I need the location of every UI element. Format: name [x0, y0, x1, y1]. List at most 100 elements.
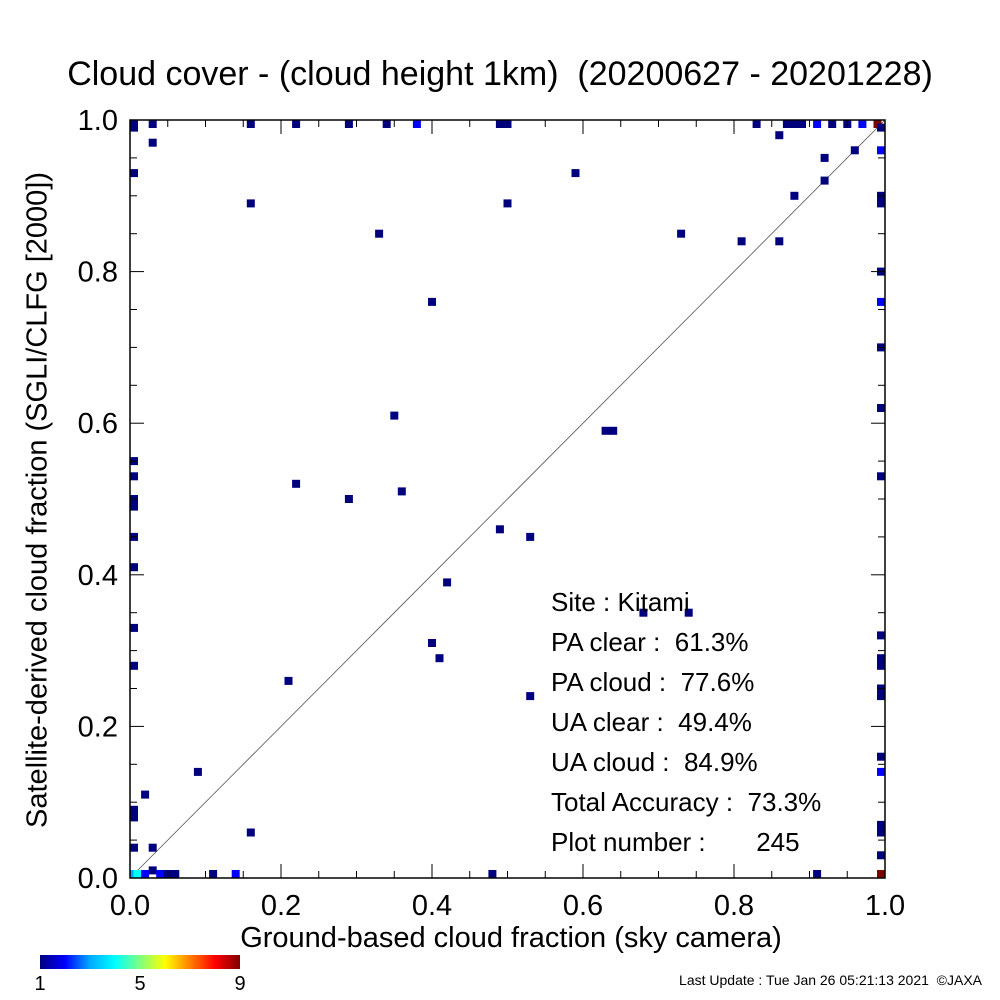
scatter-point — [495, 525, 504, 534]
y-tick-label: 0.4 — [78, 560, 118, 592]
ua-cloud-stat: UA cloud : 84.9% — [551, 747, 758, 777]
scatter-point — [877, 472, 885, 481]
scatter-point — [813, 120, 822, 128]
scatter-point — [130, 169, 138, 178]
scatter-point — [390, 411, 399, 420]
scatter-point — [639, 608, 648, 617]
x-tick-label: 0.6 — [563, 890, 603, 922]
scatter-point — [877, 123, 885, 132]
scatter-point — [737, 237, 746, 246]
chart-title: Cloud cover - (cloud height 1km) (202006… — [67, 55, 933, 93]
scatter-point — [246, 120, 255, 128]
scatter-point — [790, 120, 799, 128]
scatter-point — [344, 495, 353, 503]
scatter-point — [684, 608, 693, 617]
colorbar-max-label: 9 — [234, 973, 246, 995]
scatter-point — [526, 692, 535, 701]
scatter-point — [782, 120, 791, 128]
x-tick-label: 0.2 — [261, 890, 301, 922]
scatter-point — [571, 169, 580, 178]
scatter-point — [141, 870, 150, 878]
site-label: Site : Kitami — [551, 587, 690, 617]
scatter-point — [850, 146, 859, 155]
scatter-point — [877, 820, 885, 829]
scatter-point — [130, 120, 138, 128]
scatter-point — [428, 639, 436, 647]
scatter-point — [133, 870, 142, 878]
scatter-point — [156, 870, 165, 878]
scatter-point — [775, 237, 784, 246]
scatter-point — [775, 131, 784, 140]
scatter-point — [130, 472, 138, 481]
scatter-point — [443, 578, 452, 587]
scatter-point — [344, 120, 353, 128]
x-tick-label: 0.8 — [714, 890, 754, 922]
scatter-point — [428, 297, 436, 306]
scatter-point — [488, 870, 497, 878]
scatter-point — [382, 120, 391, 128]
scatter-point — [246, 828, 255, 837]
total-accuracy-stat: Total Accuracy : 73.3% — [551, 787, 822, 817]
pa-clear-stat: PA clear : 61.3% — [551, 627, 749, 657]
scatter-point — [412, 120, 421, 128]
scatter-point — [877, 631, 885, 640]
x-tick-label: 0.0 — [110, 890, 150, 922]
scatter-point — [292, 479, 301, 488]
scatter-point — [148, 138, 157, 147]
colorbar-mid-label: 5 — [134, 973, 146, 995]
scatter-point — [130, 502, 138, 511]
scatter-point — [375, 229, 384, 238]
y-tick-label: 0.0 — [78, 863, 118, 895]
scatter-point — [130, 805, 138, 814]
scatter-point — [231, 870, 240, 878]
scatter-point — [877, 828, 885, 837]
colorbar — [40, 955, 240, 969]
scatter-point — [877, 767, 885, 776]
scatter-point — [877, 297, 885, 306]
y-tick-label: 0.2 — [78, 711, 118, 743]
scatter-point — [858, 120, 867, 128]
scatter-point — [193, 767, 202, 776]
scatter-point — [141, 790, 150, 799]
scatter-point — [609, 426, 618, 435]
scatter-point — [877, 199, 885, 208]
scatter-point — [790, 191, 799, 200]
ua-clear-stat: UA clear : 49.4% — [551, 707, 752, 737]
scatter-point — [828, 120, 837, 128]
x-tick-label: 1.0 — [865, 890, 905, 922]
scatter-point — [171, 870, 180, 878]
scatter-point — [877, 146, 885, 155]
scatter-point — [813, 870, 822, 878]
scatter-point — [798, 120, 806, 128]
scatter-point — [877, 404, 885, 412]
scatter-point — [435, 654, 444, 663]
scatter-point — [148, 843, 157, 852]
scatter-point — [877, 752, 885, 761]
pa-cloud-stat: PA cloud : 77.6% — [551, 667, 755, 697]
scatter-point — [820, 153, 829, 162]
scatter-point — [209, 870, 218, 878]
scatter-point — [130, 813, 138, 822]
scatter-point — [130, 563, 138, 572]
y-tick-label: 0.6 — [78, 408, 118, 440]
scatter-point — [397, 487, 406, 496]
scatter-point — [148, 866, 157, 875]
scatter-point — [246, 199, 255, 208]
scatter-point — [148, 120, 157, 128]
y-tick-label: 1.0 — [78, 105, 118, 137]
scatter-point — [526, 532, 535, 541]
scatter-point — [677, 229, 686, 238]
scatter-point — [495, 120, 504, 128]
scatter-point — [877, 661, 885, 670]
colorbar-min-label: 1 — [34, 973, 46, 995]
x-axis-label: Ground-based cloud fraction (sky camera) — [240, 922, 782, 954]
scatter-point — [130, 623, 138, 632]
scatter-point — [820, 176, 829, 185]
scatter-point — [503, 199, 512, 208]
scatter-point — [292, 120, 301, 128]
scatter-point — [284, 676, 293, 685]
scatter-point — [877, 654, 885, 663]
stats-box: Site : Kitami PA clear : 61.3% PA cloud … — [551, 582, 821, 862]
scatter-point — [877, 692, 885, 701]
scatter-point — [752, 120, 761, 128]
